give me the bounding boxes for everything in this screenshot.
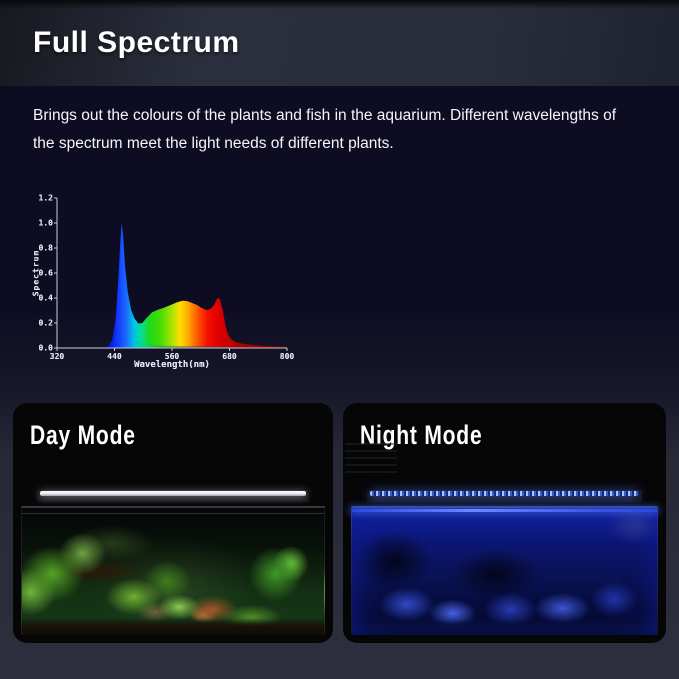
- page-title: Full Spectrum: [33, 26, 240, 59]
- x-tick-label: 680: [222, 352, 237, 361]
- day-light-fixture: [37, 490, 309, 502]
- x-tick-label: 320: [49, 352, 65, 361]
- y-tick-label: 0.4: [38, 293, 53, 303]
- x-tick-label: 320: [49, 352, 65, 361]
- axis-lines: [56, 198, 287, 349]
- y-tick-label: 1.2: [38, 193, 53, 203]
- x-tick-label: 800: [279, 352, 295, 361]
- y-tick-label: 1.2: [38, 193, 53, 203]
- y-tick-label: 1.0: [38, 218, 53, 228]
- x-tick-label: 440: [107, 352, 122, 361]
- x-axis-label: Wavelength(nm): [134, 360, 210, 370]
- y-tick-label: 0.6: [38, 268, 53, 278]
- day-mode-card: Day Mode: [13, 403, 333, 643]
- description-line-1: Brings out the colours of the plants and…: [33, 107, 617, 124]
- y-tick-label: 1.0: [38, 218, 53, 228]
- spectrum-curve-svg: [54, 197, 288, 351]
- night-aquarium-photo: [351, 506, 658, 635]
- y-tick-label: 0.2: [38, 318, 53, 328]
- background-shelf: [345, 443, 397, 477]
- y-tick-label: 0.8: [38, 243, 53, 253]
- header-band: Full Spectrum: [0, 0, 679, 86]
- chart-plot-area: 0.0 0.2 0.4 0.6 0.8 1.0 1.2 320 440 560 680 800: [39, 192, 295, 368]
- x-axis-label: Wavelength(nm): [134, 360, 210, 370]
- spectrum-area: [57, 223, 287, 348]
- day-led-strip: [40, 491, 306, 496]
- y-tick-label: 0.6: [38, 268, 53, 278]
- x-tick-label: 560: [164, 352, 180, 361]
- y-tick-label: 0.8: [38, 243, 53, 253]
- x-tick-label: 440: [107, 352, 122, 361]
- night-light-fixture: [367, 490, 642, 502]
- axis-ticks: [54, 197, 288, 351]
- night-spectrum-chart: Spectrum 0.0 0.2 0.4 0.6 0.8 1.0 1.2 320 440 560 6…: [0, 186, 340, 386]
- x-tick-label: 560: [164, 352, 180, 361]
- spectrum-area: [57, 223, 287, 348]
- x-tick-label: 680: [222, 352, 237, 361]
- y-tick-label: 0.0: [38, 343, 53, 353]
- y-tick-label: 0.4: [38, 293, 53, 303]
- day-aquarium-photo: [21, 506, 325, 635]
- y-tick-label: 0.0: [38, 343, 53, 353]
- description-line-2: the spectrum meet the light needs of dif…: [33, 135, 394, 152]
- description: Brings out the colours of the plants and…: [33, 102, 653, 158]
- night-led-strip: [370, 491, 639, 496]
- day-mode-label: Day Mode: [30, 420, 136, 450]
- y-tick-label: 0.2: [38, 318, 53, 328]
- night-mode-card: Night Mode: [343, 403, 666, 643]
- x-tick-label: 800: [279, 352, 295, 361]
